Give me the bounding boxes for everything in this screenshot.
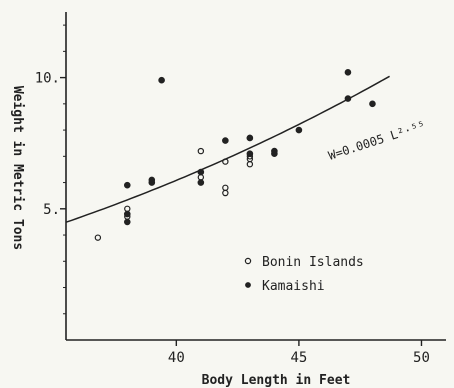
kamaishi-point <box>271 147 278 155</box>
kamaishi-point <box>369 100 376 108</box>
legend-marker-bonin-islands <box>244 257 252 265</box>
kamaishi-point <box>158 76 165 84</box>
points <box>94 69 376 241</box>
fit-curve-group <box>65 75 390 223</box>
bonin-islands-point <box>197 147 205 155</box>
legend: Bonin Islands Kamaishi <box>244 255 364 294</box>
kamaishi-point <box>246 134 254 142</box>
axes <box>65 12 446 341</box>
kamaishi-point <box>123 210 131 218</box>
kamaishi-point <box>197 179 205 186</box>
legend-label-kamaishi: Kamaishi <box>262 279 325 294</box>
kamaishi-point <box>123 218 131 226</box>
kamaishi-point <box>197 168 205 176</box>
x-axis-label: Body Length in Feet <box>202 373 351 388</box>
bonin-islands-point <box>222 189 229 197</box>
kamaishi-point <box>295 126 303 134</box>
y-tick-label: 5. <box>43 202 60 218</box>
bonin-islands-point <box>94 234 102 241</box>
x-tick-label: 45 <box>290 350 307 366</box>
kamaishi-point <box>246 150 254 157</box>
y-axis-label: Weight in Metric Tons <box>10 86 25 250</box>
x-tick-label: 40 <box>168 350 185 366</box>
kamaishi-point <box>222 137 229 144</box>
kamaishi-point <box>344 69 352 76</box>
legend-marker-kamaishi <box>245 282 251 288</box>
ticks: 40 45 50 5. 10. <box>35 24 430 366</box>
fit-curve <box>65 75 390 223</box>
kamaishi-point <box>123 181 131 189</box>
kamaishi-point <box>148 176 156 184</box>
kamaishi-point <box>344 95 352 102</box>
x-tick-label: 50 <box>413 350 430 366</box>
y-tick-label: 10. <box>35 71 60 87</box>
bonin-islands-point <box>222 158 229 165</box>
bonin-islands-point <box>246 160 254 168</box>
legend-label-bonin-islands: Bonin Islands <box>262 255 364 270</box>
